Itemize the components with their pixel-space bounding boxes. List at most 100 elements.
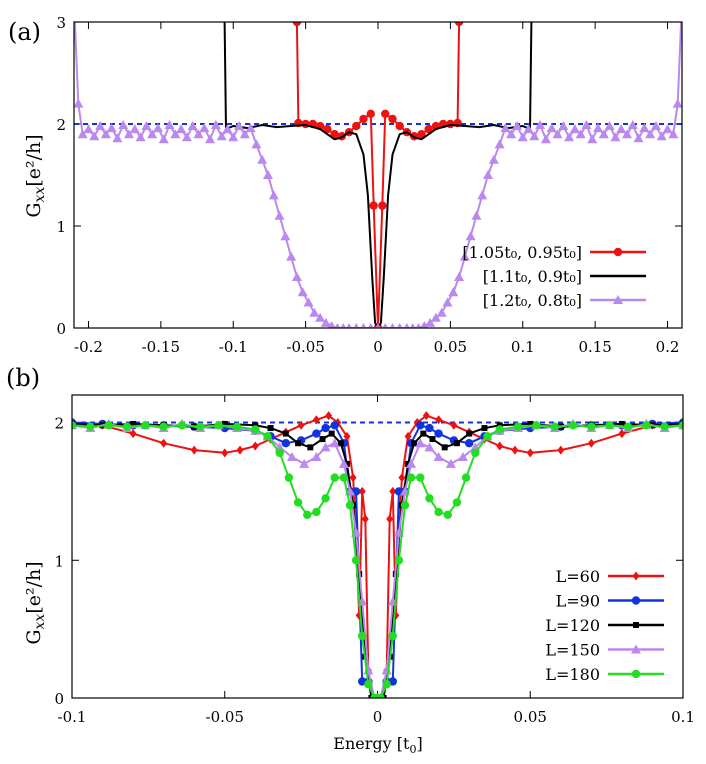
a-series-2-point	[286, 251, 297, 261]
panel-a: (a) Gxx[e²/h] -0.2 -0.15 -0.1 -0.05 0 0.05 0.1…	[8, 14, 683, 356]
b-xtick-label: -0.1	[58, 708, 87, 726]
b-series-3-point	[286, 451, 297, 461]
a-series-2-point	[89, 131, 100, 141]
b-legend-marker-1	[631, 596, 641, 605]
b-legend-label-4: L=180	[545, 665, 600, 684]
a-series-0-point	[359, 114, 368, 124]
a-series-2-point	[598, 129, 609, 139]
b-series-2-point	[405, 460, 412, 467]
a-xtick-label: -0.2	[74, 338, 103, 356]
a-series-2-point	[477, 190, 488, 200]
a-series-2-point	[523, 124, 534, 134]
b-series-2-point	[337, 440, 344, 447]
b-series-2-point	[466, 430, 473, 437]
b-series-4-point	[587, 422, 596, 431]
a-series-2-point	[309, 307, 320, 317]
panel-b-series	[72, 411, 683, 698]
b-legend-label-2: L=120	[545, 616, 600, 635]
b-series-4-point	[532, 421, 541, 430]
b-legend-marker-3	[631, 644, 641, 654]
b-series-0-point	[511, 445, 519, 455]
a-series-line-2	[74, 22, 682, 328]
a-series-2-point	[280, 231, 291, 241]
b-series-2-point	[319, 436, 326, 443]
panel-a-series	[74, 22, 682, 328]
b-series-0-point	[221, 448, 229, 458]
b-series-4-point	[321, 494, 330, 503]
b-series-2-point	[429, 436, 436, 443]
b-legend-label-3: L=150	[545, 641, 600, 660]
a-series-2-point	[315, 312, 326, 322]
a-series-2-point	[234, 121, 245, 131]
b-series-0-point	[422, 411, 430, 421]
b-series-4-point	[483, 432, 492, 441]
a-series-0-point	[330, 130, 339, 139]
a-series-0-point	[352, 121, 361, 131]
a-series-2-point	[164, 120, 175, 130]
panel-b-ylabel: Gxx[e²/h]	[23, 561, 48, 644]
b-series-0-point	[389, 486, 397, 496]
a-series-line-1	[223, 22, 533, 328]
b-series-2-point	[267, 425, 274, 432]
b-series-0-point	[297, 420, 305, 430]
a-series-0-point	[323, 124, 332, 134]
a-series-2-point	[404, 323, 410, 328]
a-series-2-point	[483, 170, 494, 179]
b-series-0-point	[526, 448, 534, 458]
a-series-2-point	[367, 323, 374, 328]
b-series-2-point	[618, 420, 625, 427]
b-series-4-point	[72, 421, 77, 430]
a-series-2-point	[517, 132, 528, 142]
a-series-2-point	[257, 154, 268, 164]
b-series-3-point	[458, 451, 469, 461]
a-series-2-point	[672, 98, 682, 108]
a-series-2-point	[176, 124, 187, 134]
a-series-2-point	[552, 129, 563, 139]
b-series-1-point	[434, 429, 443, 438]
a-series-2-point	[529, 131, 540, 141]
b-series-0-point	[358, 486, 366, 496]
a-series-2-point	[222, 124, 233, 134]
b-ytick-label: 0	[54, 690, 64, 708]
a-series-2-point	[409, 323, 416, 328]
a-series-0-point	[292, 22, 302, 27]
a-series-2-point	[141, 121, 152, 131]
a-ytick-label: 2	[56, 116, 66, 134]
a-series-2-point	[228, 132, 239, 142]
a-series-2-point	[320, 317, 331, 327]
b-series-4-point	[339, 473, 349, 482]
b-series-0-point	[349, 473, 357, 483]
b-series-4-point	[382, 680, 391, 689]
a-series-2-point	[668, 129, 679, 139]
b-legend-marker-0	[632, 571, 640, 581]
a-series-2-point	[645, 129, 656, 139]
a-series-0-point	[369, 201, 378, 210]
a-series-2-point	[436, 307, 447, 317]
a-series-0-point	[388, 114, 397, 124]
b-series-0-point	[312, 415, 320, 425]
panel-b-legend: L=60 L=90 L=120 L=150 L=180	[545, 567, 664, 684]
a-legend-marker-0	[613, 247, 623, 257]
b-xtick-label: 0.1	[671, 708, 695, 726]
b-series-4-point	[214, 421, 223, 430]
b-series-4-point	[86, 422, 95, 431]
b-series-4-point	[345, 500, 355, 510]
panel-b-frame	[71, 394, 684, 699]
a-series-2-point	[488, 154, 499, 164]
a-ytick-label: 3	[56, 14, 66, 32]
a-series-2-point	[465, 231, 476, 241]
a-series-0-point	[366, 109, 375, 119]
a-series-2-point	[511, 121, 522, 131]
a-series-2-point	[656, 131, 667, 141]
a-series-2-point	[100, 129, 111, 139]
a-series-2-point	[334, 323, 341, 328]
panel-b: (b) Gxx[e²/h] Energy [t0] -0.1 -0.05 0 0.05…	[6, 364, 695, 756]
b-series-2-point	[130, 420, 137, 427]
a-xtick-label: 0.15	[578, 338, 611, 356]
b-series-4-point	[660, 422, 669, 431]
panel-a-ylabel: Gxx[e²/h]	[23, 134, 48, 217]
b-series-0-point	[450, 420, 458, 430]
panel-b-xlabel: Energy [t0]	[333, 734, 422, 756]
a-ytick-label: 0	[56, 320, 66, 338]
a-series-2-point	[245, 123, 256, 133]
